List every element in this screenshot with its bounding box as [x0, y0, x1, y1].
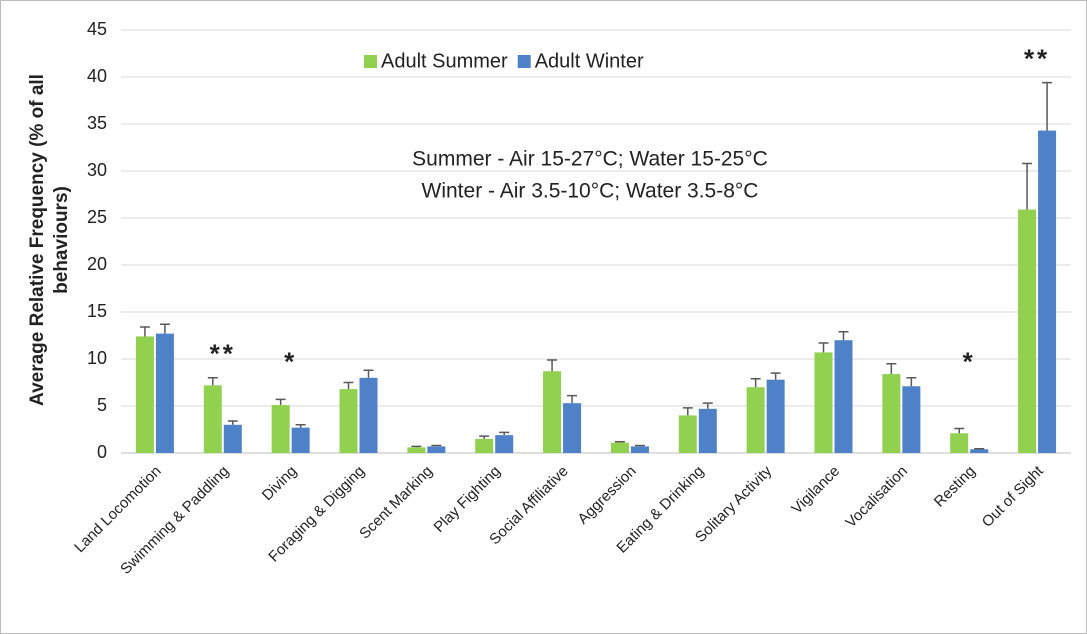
error-bar	[499, 431, 510, 436]
bar	[1018, 209, 1037, 453]
error-bar	[886, 362, 897, 375]
y-axis-label: Average Relative Frequency (% of all beh…	[27, 74, 72, 406]
bar	[407, 447, 426, 453]
error-bar	[702, 402, 713, 409]
bar	[630, 446, 649, 453]
bar	[475, 438, 494, 453]
error-bar	[411, 445, 422, 448]
error-bar	[295, 424, 306, 428]
bar	[814, 352, 833, 453]
y-tick-label: 25	[87, 207, 107, 227]
error-bar	[818, 342, 829, 353]
y-tick-label: 0	[97, 442, 107, 462]
note: Summer - Air 15-27°C; Water 15-25°C	[412, 148, 768, 171]
error-bar	[750, 377, 761, 388]
bar	[291, 427, 310, 453]
significance-marker: *	[963, 347, 976, 377]
bar	[834, 340, 853, 453]
legend-label: Adult Winter	[535, 50, 644, 72]
error-bar	[682, 407, 693, 416]
error-bar	[159, 323, 170, 334]
bar	[155, 333, 174, 453]
error-bar	[363, 369, 374, 378]
bar	[950, 433, 969, 453]
error-bar	[139, 326, 150, 337]
error-bar	[1022, 162, 1033, 210]
bar	[1038, 130, 1057, 453]
legend-label: Adult Summer	[381, 50, 508, 72]
error-bar	[634, 444, 645, 447]
bar	[271, 405, 290, 453]
error-bar	[343, 381, 354, 390]
error-bar	[838, 330, 849, 341]
bar	[223, 424, 242, 453]
error-bar	[207, 377, 218, 386]
significance-marker: **	[210, 339, 236, 369]
bar	[135, 336, 154, 453]
legend-swatch	[517, 55, 531, 68]
y-tick-label: 15	[87, 301, 107, 321]
error-bar	[567, 394, 578, 404]
error-bar	[770, 372, 781, 380]
bar	[746, 387, 765, 453]
error-bar	[227, 420, 238, 425]
y-tick-label: 10	[87, 348, 107, 368]
y-label-line: Average Relative Frequency (% of all	[27, 74, 48, 406]
error-bar	[479, 435, 490, 439]
error-bar	[614, 440, 625, 443]
significance-marker: **	[1024, 44, 1050, 74]
y-tick-label: 40	[87, 66, 107, 86]
bar	[970, 449, 989, 453]
y-label-line: behaviours)	[51, 186, 72, 294]
bar	[359, 377, 378, 453]
y-tick-label: 45	[87, 19, 107, 39]
error-bar	[431, 444, 442, 447]
error-bar	[954, 427, 965, 434]
y-tick-label: 20	[87, 254, 107, 274]
bar	[882, 374, 901, 453]
bar	[678, 415, 697, 453]
note: Winter - Air 3.5-10°C; Water 3.5-8°C	[422, 180, 759, 203]
bar	[902, 386, 921, 453]
error-bar	[547, 359, 558, 372]
bar	[543, 371, 562, 453]
y-tick-label: 5	[97, 395, 107, 415]
error-bar	[906, 377, 917, 387]
bar	[427, 446, 446, 453]
bar	[698, 408, 717, 453]
bar	[766, 379, 785, 453]
y-tick-label: 35	[87, 113, 107, 133]
bar	[339, 389, 358, 453]
y-tick-label: 30	[87, 160, 107, 180]
bar	[203, 385, 222, 453]
error-bar	[275, 398, 286, 406]
bar	[563, 403, 582, 453]
error-bar	[1042, 81, 1053, 131]
bar	[495, 435, 514, 453]
significance-marker: *	[284, 347, 297, 377]
bar	[610, 442, 629, 453]
legend-swatch	[364, 55, 377, 68]
